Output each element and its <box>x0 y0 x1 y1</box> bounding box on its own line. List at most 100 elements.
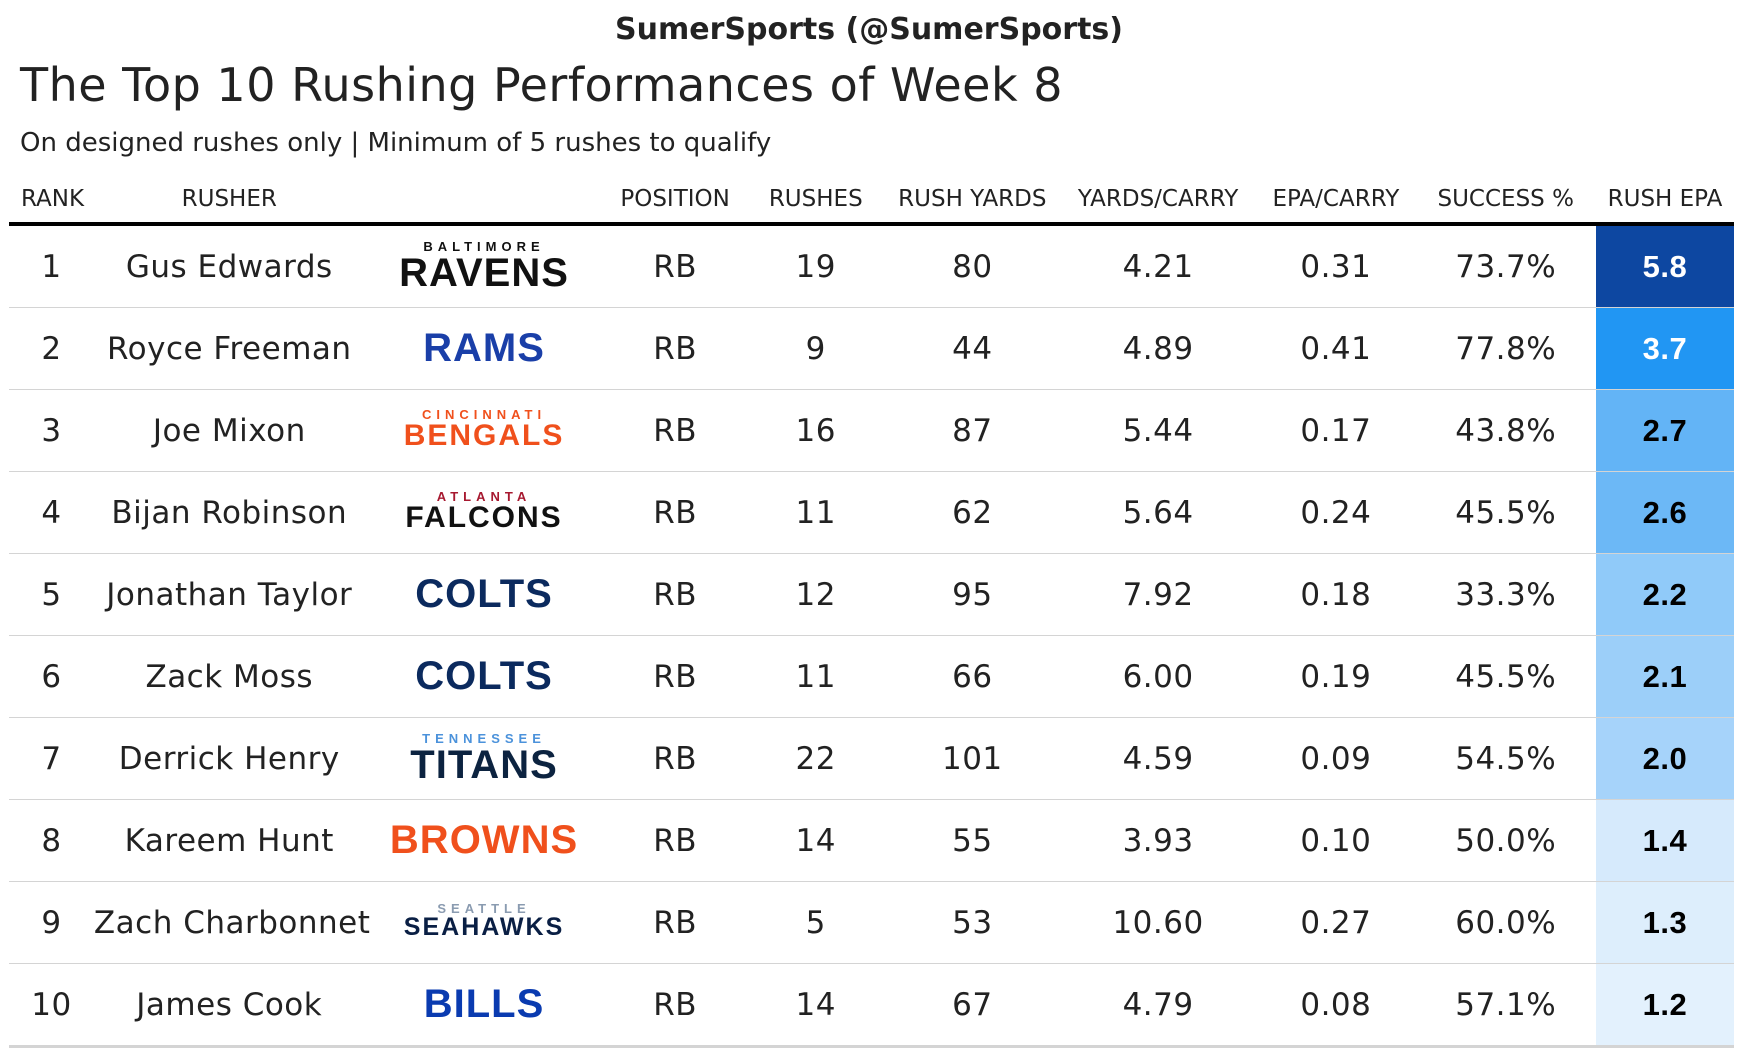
cell-position: RB <box>603 881 747 964</box>
col-header-rush-epa: RUSH EPA <box>1595 176 1734 226</box>
cell-rush-yards: 44 <box>884 307 1060 390</box>
team-logo-city: BALTIMORE <box>423 238 545 254</box>
col-header-epa-carry: EPA/CARRY <box>1256 176 1416 226</box>
cell-success: 54.5% <box>1415 717 1596 800</box>
cell-rush-epa: 2.0 <box>1595 717 1734 800</box>
cell-rushes: 16 <box>746 389 885 472</box>
cell-rank: 7 <box>9 717 94 800</box>
col-header-rank: RANK <box>9 176 94 226</box>
cell-position: RB <box>603 799 747 882</box>
table-row: 4 Bijan Robinson ATLANTA FALCONS RB 11 62 5.64 0… <box>9 471 1734 554</box>
cell-rank: 3 <box>9 389 94 472</box>
col-header-logo <box>364 176 604 226</box>
cell-epa-carry: 0.09 <box>1256 717 1416 800</box>
cell-epa-carry: 0.41 <box>1256 307 1416 390</box>
col-header-position: POSITION <box>603 176 747 226</box>
table-row: 5 Jonathan Taylor COLTS RB 12 95 7.92 0.18 33.3%… <box>9 553 1734 636</box>
cell-position: RB <box>603 471 747 554</box>
cell-rush-epa: 2.7 <box>1595 389 1734 472</box>
team-logo-wordmark: TENNESSEE TITANS <box>410 732 557 785</box>
cell-success: 50.0% <box>1415 799 1596 882</box>
cell-rush-yards: 62 <box>884 471 1060 554</box>
team-logo-city: CINCINNATI <box>421 407 547 422</box>
team-logo-wordmark: CINCINNATI BENGALS <box>404 408 565 451</box>
cell-rush-yards: 80 <box>884 224 1060 308</box>
team-logo-wordmark: COLTS <box>415 574 553 614</box>
team-logo: COLTS <box>364 553 604 636</box>
cell-rusher: James Cook <box>93 963 365 1048</box>
cell-success: 60.0% <box>1415 881 1596 964</box>
cell-position: RB <box>603 553 747 636</box>
col-header-rusher: RUSHER <box>93 176 365 226</box>
page-subtitle: On designed rushes only | Minimum of 5 r… <box>20 128 772 158</box>
col-header-yards-carry: YARDS/CARRY <box>1059 176 1257 226</box>
cell-rush-epa: 1.3 <box>1595 881 1734 964</box>
cell-success: 43.8% <box>1415 389 1596 472</box>
cell-rush-epa: 2.1 <box>1595 635 1734 718</box>
cell-rusher: Royce Freeman <box>93 307 365 390</box>
table-row: 1 Gus Edwards BALTIMORE RAVENS RB 19 80 4.21 0.3… <box>9 224 1734 308</box>
cell-rush-yards: 101 <box>884 717 1060 800</box>
team-logo-city: TENNESSEE <box>422 730 546 746</box>
cell-yards-carry: 7.92 <box>1059 553 1257 636</box>
cell-rushes: 22 <box>746 717 885 800</box>
col-header-rushes: RUSHES <box>746 176 885 226</box>
cell-rusher: Jonathan Taylor <box>93 553 365 636</box>
cell-rushes: 11 <box>746 471 885 554</box>
cell-yards-carry: 4.59 <box>1059 717 1257 800</box>
cell-rush-yards: 95 <box>884 553 1060 636</box>
col-header-rush-yards: RUSH YARDS <box>884 176 1060 226</box>
team-logo-city: ATLANTA <box>436 489 532 504</box>
rushing-table: RANK RUSHER POSITION RUSHES RUSH YARDS Y… <box>9 176 1734 1048</box>
cell-position: RB <box>603 963 747 1048</box>
cell-rusher: Joe Mixon <box>93 389 365 472</box>
cell-rushes: 19 <box>746 224 885 308</box>
team-logo: TENNESSEE TITANS <box>364 717 604 800</box>
table-row: 10 James Cook BILLS RB 14 67 4.79 0.08 57.1% 1.2 <box>9 963 1734 1048</box>
cell-yards-carry: 4.21 <box>1059 224 1257 308</box>
team-logo-wordmark: RAMS <box>423 328 545 368</box>
cell-rank: 4 <box>9 471 94 554</box>
cell-position: RB <box>603 307 747 390</box>
team-logo-name: BILLS <box>423 982 545 1026</box>
cell-success: 45.5% <box>1415 471 1596 554</box>
cell-rush-epa: 3.7 <box>1595 307 1734 390</box>
cell-rank: 9 <box>9 881 94 964</box>
team-logo-name: TITANS <box>410 742 558 787</box>
cell-rusher: Bijan Robinson <box>93 471 365 554</box>
cell-epa-carry: 0.24 <box>1256 471 1416 554</box>
cell-rushes: 5 <box>746 881 885 964</box>
cell-rank: 5 <box>9 553 94 636</box>
cell-epa-carry: 0.17 <box>1256 389 1416 472</box>
team-logo: BALTIMORE RAVENS <box>364 224 604 308</box>
team-logo-name: RAMS <box>423 326 545 370</box>
cell-epa-carry: 0.18 <box>1256 553 1416 636</box>
cell-rush-yards: 87 <box>884 389 1060 472</box>
team-logo-name: COLTS <box>415 572 553 616</box>
cell-epa-carry: 0.27 <box>1256 881 1416 964</box>
cell-rushes: 14 <box>746 799 885 882</box>
table-row: 8 Kareem Hunt BROWNS RB 14 55 3.93 0.10 50.0% 1.4 <box>9 799 1734 882</box>
cell-rush-epa: 2.2 <box>1595 553 1734 636</box>
table-row: 9 Zach Charbonnet SEATTLE SEAHAWKS RB 5 53 10.6… <box>9 881 1734 964</box>
cell-success: 73.7% <box>1415 224 1596 308</box>
cell-yards-carry: 5.64 <box>1059 471 1257 554</box>
cell-epa-carry: 0.10 <box>1256 799 1416 882</box>
team-logo-wordmark: COLTS <box>415 656 553 696</box>
table-row: 3 Joe Mixon CINCINNATI BENGALS RB 16 87 5.44 0.1… <box>9 389 1734 472</box>
cell-rank: 8 <box>9 799 94 882</box>
cell-yards-carry: 4.89 <box>1059 307 1257 390</box>
table-row: 6 Zack Moss COLTS RB 11 66 6.00 0.19 45.5% 2.1 <box>9 635 1734 718</box>
cell-epa-carry: 0.19 <box>1256 635 1416 718</box>
cell-rush-yards: 55 <box>884 799 1060 882</box>
cell-rusher: Zach Charbonnet <box>93 881 370 964</box>
team-logo: BILLS <box>364 963 604 1048</box>
page-title: The Top 10 Rushing Performances of Week … <box>20 58 1063 112</box>
cell-position: RB <box>603 635 747 718</box>
team-logo: ATLANTA FALCONS <box>364 471 604 554</box>
team-logo: SEATTLE SEAHAWKS <box>364 881 604 964</box>
cell-success: 33.3% <box>1415 553 1596 636</box>
team-logo-wordmark: SEATTLE SEAHAWKS <box>404 902 564 940</box>
table-row: 2 Royce Freeman RAMS RB 9 44 4.89 0.41 77.8% 3.7 <box>9 307 1734 390</box>
cell-rushes: 9 <box>746 307 885 390</box>
